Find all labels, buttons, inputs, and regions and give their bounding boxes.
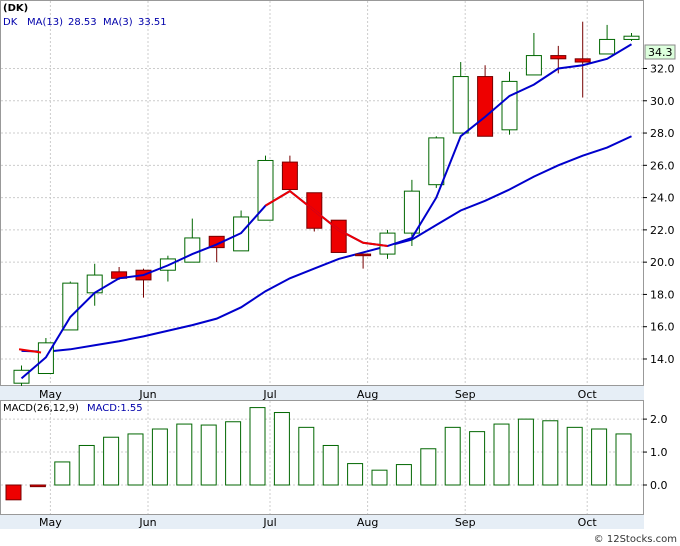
month-label: Oct bbox=[578, 516, 598, 529]
copyright: © 12Stocks.com bbox=[594, 534, 677, 545]
macd-bar bbox=[371, 469, 388, 486]
price-tick-label: 30.0 bbox=[650, 95, 675, 108]
price-tick-label: 26.0 bbox=[650, 159, 675, 172]
candle-up bbox=[184, 237, 201, 263]
ticker-title: (DK) bbox=[3, 3, 28, 14]
x-axis-top: May Jun Jul Aug Sep Oct bbox=[39, 388, 597, 401]
month-label: Jul bbox=[262, 388, 276, 401]
macd-bar bbox=[249, 407, 266, 486]
price-tick-label: 14.0 bbox=[650, 353, 675, 366]
macd-bar bbox=[103, 436, 120, 486]
macd-bar bbox=[347, 463, 364, 486]
macd-grid bbox=[1, 401, 643, 514]
candle-down bbox=[330, 219, 347, 253]
ma13-line bbox=[21, 135, 632, 353]
month-label: Sep bbox=[455, 516, 476, 529]
macd-bar-negative bbox=[5, 484, 22, 501]
x-axis-bottom: May Jun Jul Aug Sep Oct bbox=[39, 516, 597, 529]
macd-bar bbox=[591, 428, 608, 486]
month-label: Aug bbox=[357, 388, 378, 401]
candle-down bbox=[355, 253, 372, 257]
month-label: Jun bbox=[138, 516, 156, 529]
price-tick-label: 22.0 bbox=[650, 224, 675, 237]
price-tick-label: 24.0 bbox=[650, 192, 675, 205]
macd-value: MACD:1.55 bbox=[87, 403, 143, 414]
price-tick-label: 16.0 bbox=[650, 321, 675, 334]
price-tick-label: 28.0 bbox=[650, 127, 675, 140]
macd-bar bbox=[200, 424, 217, 486]
macd-bar bbox=[151, 428, 168, 486]
month-label: Jul bbox=[262, 516, 276, 529]
candle-up bbox=[501, 80, 518, 131]
candle-up bbox=[428, 137, 445, 186]
ma13-value: 28.53 bbox=[68, 17, 97, 28]
macd-tick-label: 0.0 bbox=[650, 479, 668, 492]
candle-down bbox=[477, 76, 494, 137]
macd-bar bbox=[566, 426, 583, 486]
macd-bar bbox=[54, 461, 71, 486]
ma3-line-down bbox=[18, 348, 42, 354]
macd-bar bbox=[322, 444, 339, 486]
macd-bar bbox=[273, 412, 290, 486]
macd-bar bbox=[176, 423, 193, 486]
month-label: Oct bbox=[578, 388, 598, 401]
macd-bar bbox=[469, 431, 486, 486]
candle-up bbox=[525, 55, 542, 76]
macd-bar bbox=[420, 448, 437, 486]
candle-up bbox=[62, 282, 79, 331]
ma3-value: 33.51 bbox=[138, 17, 167, 28]
month-label: May bbox=[39, 388, 62, 401]
macd-bar bbox=[225, 421, 242, 486]
macd-bar bbox=[493, 423, 510, 486]
month-label: Aug bbox=[357, 516, 378, 529]
candle-up bbox=[599, 38, 616, 55]
macd-tick-label: 1.0 bbox=[650, 446, 668, 459]
macd-y-axis: 0.0 1.0 2.0 bbox=[643, 413, 668, 492]
x-axis-strip bbox=[0, 386, 644, 400]
price-y-axis: 14.0 16.0 18.0 20.0 22.0 24.0 26.0 28.0 30.0 32.0 bbox=[643, 62, 675, 366]
candle-up bbox=[257, 159, 274, 221]
macd-bar bbox=[517, 418, 534, 486]
ma13-trend-path bbox=[21, 135, 632, 353]
macd-bar bbox=[78, 444, 95, 486]
month-label: Jun bbox=[138, 388, 156, 401]
macd-bar bbox=[395, 464, 412, 486]
candle-up bbox=[403, 190, 420, 234]
ma3-line bbox=[18, 43, 633, 380]
candle-down bbox=[550, 55, 567, 60]
candle-down bbox=[574, 58, 591, 63]
month-label: May bbox=[39, 516, 62, 529]
candle-up bbox=[623, 35, 640, 40]
macd-bar bbox=[127, 433, 144, 486]
macd-label: MACD(26,12,9) bbox=[3, 403, 79, 414]
month-label: Sep bbox=[455, 388, 476, 401]
macd-bar bbox=[615, 433, 632, 486]
series-prefix: DK bbox=[3, 17, 18, 28]
macd-tick-label: 2.0 bbox=[650, 413, 668, 426]
last-price-badge bbox=[644, 44, 676, 60]
last-price-label: 34.3 bbox=[648, 46, 673, 59]
macd-bar bbox=[542, 420, 559, 486]
macd-bars bbox=[5, 407, 632, 501]
candle-down bbox=[281, 161, 298, 191]
price-tick-label: 32.0 bbox=[650, 62, 675, 75]
ma3-line-down bbox=[264, 189, 388, 248]
price-tick-label: 18.0 bbox=[650, 288, 675, 301]
candle-up bbox=[452, 76, 469, 134]
candle-up bbox=[13, 369, 30, 384]
ma13-label: MA(13) bbox=[27, 17, 63, 28]
price-tick-label: 20.0 bbox=[650, 256, 675, 269]
macd-bar-negative bbox=[29, 484, 46, 488]
macd-bar bbox=[444, 426, 461, 486]
ma3-label: MA(3) bbox=[103, 17, 133, 28]
x-axis-strip-bottom bbox=[0, 515, 644, 529]
macd-bar bbox=[298, 426, 315, 486]
